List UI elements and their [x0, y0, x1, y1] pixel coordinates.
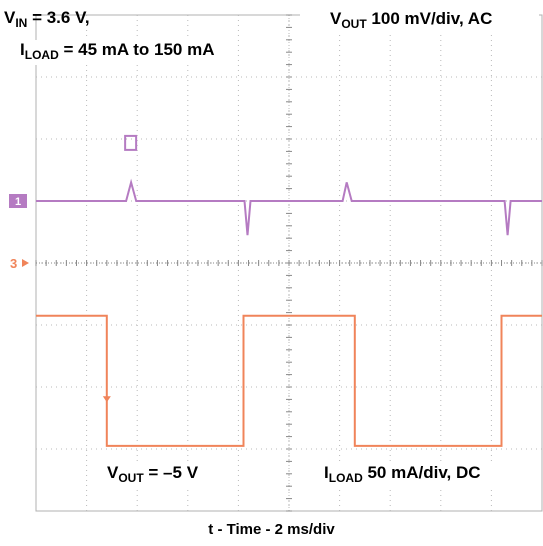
channel-markers: 13 — [9, 134, 138, 403]
vout-dc-label: VOUT = –5 V — [97, 463, 211, 488]
channel1-marker — [9, 194, 27, 208]
trigger-arrow — [102, 396, 111, 403]
traces — [36, 178, 542, 447]
channel3-scale-label: ILOAD 50 mA/div, DC — [310, 463, 493, 488]
graticule — [35, 14, 543, 512]
x-axis-label: t - Time - 2 ms/div — [208, 521, 335, 538]
channel1-marker-label: 1 — [15, 196, 21, 208]
series-trace-1 — [36, 178, 542, 236]
channel3-marker-label: 3 — [10, 256, 17, 271]
channel1-scale-label: VOUT 100 mV/div, AC — [300, 9, 539, 34]
vin-label: VIN = 3.6 V, — [4, 8, 90, 30]
trigger-marker — [124, 134, 138, 151]
iload-range-label: ILOAD = 45 mA to 150 mA — [20, 40, 215, 65]
channel3-marker-arrow — [22, 259, 29, 267]
series-trace-2 — [36, 314, 542, 447]
